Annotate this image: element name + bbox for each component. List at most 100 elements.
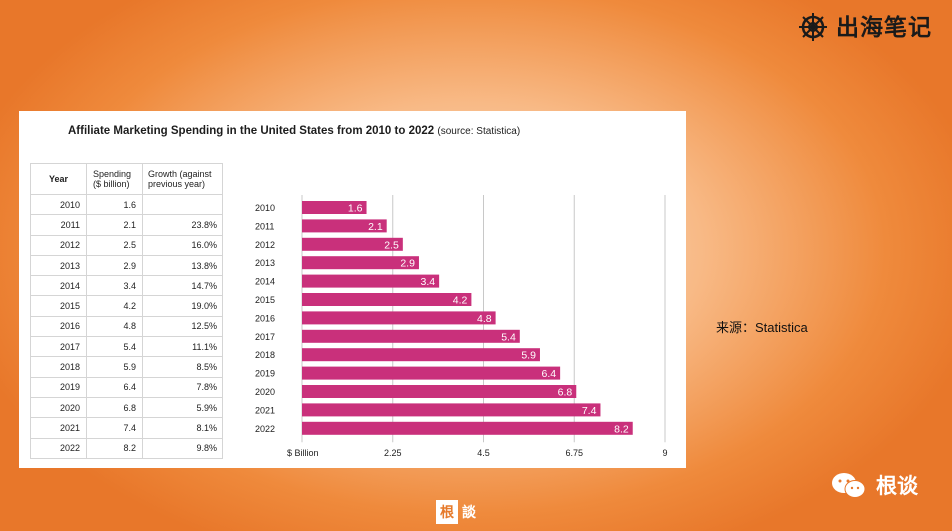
- bar: [302, 385, 577, 398]
- table-row: 2013 2.9 13.8%: [30, 254, 223, 277]
- table-cell-spending: 7.4: [86, 417, 143, 439]
- table-cell-growth: 11.1%: [142, 336, 223, 358]
- table-cell-year: 2019: [30, 376, 87, 398]
- y-category-label: 2016: [255, 313, 275, 323]
- header-year: Year: [30, 163, 87, 195]
- table-row: 2020 6.8 5.9%: [30, 396, 223, 419]
- bar: [302, 348, 540, 362]
- bar-value-label: 5.4: [501, 331, 516, 343]
- table-row: 2018 5.9 8.5%: [30, 356, 223, 378]
- table-cell-year: 2013: [30, 254, 87, 277]
- table-cell-growth: 7.8%: [142, 376, 223, 398]
- bar: [302, 403, 601, 417]
- x-tick-label: 6.75: [565, 448, 583, 457]
- y-category-label: 2022: [255, 424, 275, 434]
- bar: [302, 311, 496, 325]
- table-row: 2022 8.2 9.8%: [30, 437, 223, 459]
- bar: [302, 421, 633, 435]
- bar-value-label: 8.2: [614, 423, 629, 435]
- table-cell-growth: 19.0%: [142, 295, 223, 317]
- bar: [302, 237, 403, 251]
- table-cell-year: 2011: [30, 214, 87, 236]
- y-category-label: 2012: [255, 240, 275, 250]
- table-cell-spending: 5.4: [86, 336, 143, 358]
- table-cell-spending: 3.4: [86, 275, 143, 297]
- table-cell-spending: 1.6: [86, 193, 143, 216]
- chart-card: Affiliate Marketing Spending in the Unit…: [19, 111, 686, 468]
- x-tick-label: 4.5: [477, 448, 490, 457]
- bar-value-label: 4.2: [453, 295, 468, 307]
- table-row: 2017 5.4 11.1%: [30, 336, 223, 358]
- bar: [302, 366, 561, 380]
- header-growth: Growth (against previous year): [142, 163, 223, 195]
- table-row: 2014 3.4 14.7%: [30, 275, 223, 297]
- header-growth-line1: Growth (against: [148, 169, 212, 179]
- y-category-label: 2014: [255, 277, 275, 287]
- bar-value-label: 6.4: [542, 368, 557, 380]
- bar-value-label: 5.9: [521, 350, 536, 362]
- y-category-label: 2018: [255, 350, 275, 360]
- table-cell-growth: 16.0%: [142, 234, 223, 256]
- table-cell-year: 2020: [30, 396, 87, 419]
- table-cell-year: 2012: [30, 234, 87, 256]
- table-row: 2016 4.8 12.5%: [30, 315, 223, 338]
- table-cell-growth: 8.1%: [142, 417, 223, 439]
- header-spending: Spending ($ billion): [86, 163, 143, 195]
- bar-chart: $ Billion 2.25 4.5 6.75 9 2010 1.6 2011 2.1 2012 2…: [255, 195, 668, 457]
- brand-name: 出海笔记: [836, 14, 932, 41]
- x-tick-label: $ Billion: [287, 448, 319, 457]
- y-category-label: 2015: [255, 295, 275, 305]
- table-cell-year: 2021: [30, 417, 87, 439]
- table-cell-growth: 12.5%: [142, 315, 223, 338]
- bar: [302, 293, 472, 306]
- y-category-label: 2017: [255, 332, 275, 342]
- table-cell-year: 2016: [30, 315, 87, 338]
- table-cell-year: 2017: [30, 336, 87, 358]
- wechat-badge: 根谈: [830, 470, 918, 500]
- table-cell-growth: [142, 193, 223, 216]
- table-cell-spending: 6.8: [86, 396, 143, 419]
- bar-value-label: 1.6: [348, 203, 363, 215]
- table-row: 2010 1.6: [30, 193, 223, 216]
- bar: [302, 256, 419, 270]
- bar-value-label: 2.5: [384, 239, 399, 251]
- header-growth-line2: previous year): [148, 179, 206, 189]
- table-cell-spending: 2.5: [86, 234, 143, 256]
- table-cell-spending: 2.9: [86, 254, 143, 277]
- y-category-label: 2011: [255, 221, 274, 231]
- bar-value-label: 7.4: [582, 405, 597, 417]
- table-row: 2015 4.2 19.0%: [30, 295, 223, 317]
- bar-value-label: 6.8: [558, 387, 573, 399]
- data-table: Year Spending ($ billion) Growth (agains…: [30, 163, 223, 459]
- bar-value-label: 3.4: [421, 276, 436, 288]
- bar-value-label: 4.8: [477, 313, 492, 325]
- y-category-label: 2019: [255, 369, 275, 379]
- bar: [302, 329, 520, 343]
- table-cell-spending: 4.8: [86, 315, 143, 338]
- table-cell-spending: 4.2: [86, 295, 143, 317]
- x-tick-label: 2.25: [384, 448, 402, 457]
- chart-subtitle: (source: Statistica): [437, 126, 521, 137]
- table-row: 2011 2.1 23.8%: [30, 214, 223, 236]
- watermark-box: 根: [436, 500, 458, 524]
- wechat-account-name: 根谈: [876, 475, 918, 498]
- table-cell-growth: 9.8%: [142, 437, 223, 459]
- table-cell-year: 2018: [30, 356, 87, 378]
- table-cell-growth: 8.5%: [142, 356, 223, 378]
- table-cell-spending: 6.4: [86, 376, 143, 398]
- table-row: 2021 7.4 8.1%: [30, 417, 223, 439]
- wechat-icon: [832, 473, 866, 498]
- header-spending-line2: ($ billion): [93, 179, 130, 189]
- bar-value-label: 2.1: [368, 221, 383, 233]
- table-cell-year: 2022: [30, 437, 87, 459]
- y-category-label: 2013: [255, 258, 275, 268]
- table-cell-growth: 13.8%: [142, 254, 223, 277]
- table-row: 2012 2.5 16.0%: [30, 234, 223, 256]
- bar: [302, 201, 367, 214]
- table-header-row: Year Spending ($ billion) Growth (agains…: [30, 163, 223, 195]
- table-row: 2019 6.4 7.8%: [30, 376, 223, 398]
- bar: [302, 219, 387, 233]
- x-tick-label: 9: [662, 448, 667, 457]
- table-cell-spending: 5.9: [86, 356, 143, 378]
- y-category-label: 2020: [255, 387, 275, 397]
